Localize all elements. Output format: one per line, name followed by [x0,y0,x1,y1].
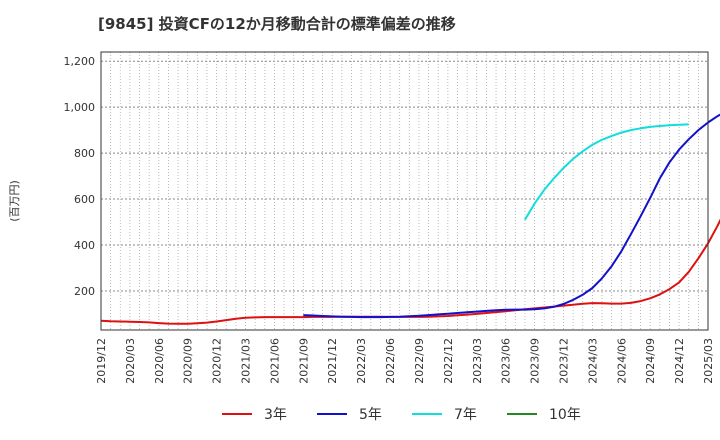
x-tick-label: 2023/06 [500,338,513,384]
y-tick-label: 200 [74,285,95,298]
x-tick-label: 2023/09 [529,338,542,384]
x-tick-label: 2024/06 [615,338,628,384]
x-tick-label: 2022/09 [413,338,426,384]
x-tick-label: 2022/12 [442,338,455,384]
x-tick-label: 2025/03 [702,338,715,384]
x-tick-label: 2024/12 [673,338,686,384]
x-tick-label: 2019/12 [95,338,108,384]
x-tick-label: 2021/03 [240,338,253,384]
x-tick-label: 2023/03 [471,338,484,384]
x-tick-label: 2020/06 [153,338,166,384]
legend-label-3: 7年 [454,407,477,423]
legend-label-2: 5年 [359,407,382,423]
grid [101,52,708,330]
x-tick-label: 2021/09 [297,338,310,384]
series-lines [100,113,720,325]
y-ticks: 200 400 600 800 1,000 1,200 [64,55,96,298]
x-tick-label: 2020/09 [182,338,195,384]
x-tick-label: 2021/12 [326,338,339,384]
x-tick-label: 2020/03 [124,338,137,384]
y-tick-label: 400 [74,239,95,252]
plot-frame [100,51,709,331]
x-tick-label: 2022/03 [355,338,368,384]
y-tick-label: 1,000 [64,101,96,114]
x-tick-label: 2021/06 [268,338,281,384]
legend-label-4: 10年 [549,407,581,423]
x-tick-label: 2022/06 [384,338,397,384]
y-tick-label: 1,200 [64,55,96,68]
x-ticks: 2019/12 2020/03 2020/06 2020/09 2020/12 2021/… [95,338,715,384]
x-tick-label: 2023/12 [557,338,570,384]
plot-area [101,52,708,330]
y-axis-label: (百万円) [8,180,21,222]
x-tick-label: 2024/09 [644,338,657,384]
legend: 3年 5年 7年 10年 [222,407,581,423]
chart-title: [9845] 投資CFの12か月移動合計の標準偏差の推移 [98,15,456,33]
legend-label-1: 3年 [264,407,287,423]
x-tick-label: 2020/12 [211,338,224,384]
x-tick-label: 2024/03 [586,338,599,384]
y-tick-label: 800 [74,147,95,160]
series-line-3 [524,123,689,221]
series-line-2 [303,113,720,319]
y-tick-label: 600 [74,193,95,206]
